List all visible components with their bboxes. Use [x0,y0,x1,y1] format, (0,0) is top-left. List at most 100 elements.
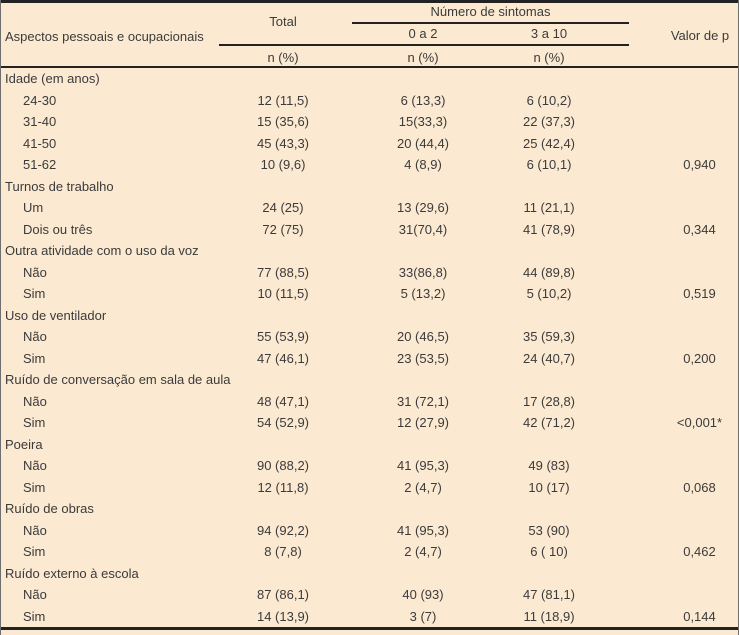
row-label: Não [23,522,47,538]
data-row: Não 94 (92,2) 41 (95,3) 53 (90) [1,520,738,542]
cell-p-value: 0,144 [683,608,716,624]
data-row: 31-40 15 (35,6) 15(33,3) 22 (37,3) [1,111,738,133]
cell-total: 15 (35,6) [256,114,310,130]
row-label: Um [23,200,44,216]
data-row: Não 77 (88,5) 33(86,8) 44 (89,8) [1,262,738,284]
column-header-p-value: Valor de p [670,28,730,43]
row-label: Não [23,393,47,409]
cell-3a10: 24 (40,7) [522,350,576,366]
row-label: Não [23,458,47,474]
cell-0a2: 23 (53,5) [396,350,450,366]
data-row: Não 87 (86,1) 40 (93) 47 (81,1) [1,584,738,606]
table-body: Idade (em anos) 24-30 12 (11,5) 6 (13,3) 6 (… [1,68,738,627]
cell-p-value: 0,068 [683,479,716,495]
data-row: Sim 14 (13,9) 3 (7) 11 (18,9) 0,144 [1,606,738,628]
cell-total: 8 (7,8) [264,544,302,560]
data-row: Sim 10 (11,5) 5 (13,2) 5 (10,2) 0,519 [1,283,738,305]
section-header-row: Outra atividade com o uso da voz [1,240,738,262]
cell-0a2: 5 (13,2) [400,286,446,302]
cell-3a10: 25 (42,4) [522,135,576,151]
cell-0a2: 6 (13,3) [400,92,446,108]
section-header-row: Ruído de obras [1,498,738,520]
cell-3a10: 35 (59,3) [522,329,576,345]
data-row: Não 48 (47,1) 31 (72,1) 17 (28,8) [1,391,738,413]
cell-3a10: 49 (83) [528,458,570,474]
cell-0a2: 20 (44,4) [396,135,450,151]
data-row: Não 55 (53,9) 20 (46,5) 35 (59,3) [1,326,738,348]
section-header-row: Turnos de trabalho [1,176,738,198]
row-label: Sim [23,608,46,624]
data-row: Sim 47 (46,1) 23 (53,5) 24 (40,7) 0,200 [1,348,738,370]
cell-0a2: 40 (93) [402,587,444,603]
section-header-row: Poeira [1,434,738,456]
column-header-0a2: 0 a 2 [408,26,438,41]
cell-total: 10 (11,5) [257,286,309,302]
row-label: Sim [23,415,46,431]
data-row: Um 24 (25) 13 (29,6) 11 (21,1) [1,197,738,219]
row-label: Sim [23,544,46,560]
cell-3a10: 41 (78,9) [522,221,576,237]
cell-0a2: 2 (4,7) [404,544,442,560]
cell-3a10: 11 (18,9) [523,608,575,624]
section-label: Turnos de trabalho [5,178,114,194]
cell-p-value: <0,001* [676,415,723,431]
cell-3a10: 17 (28,8) [522,393,576,409]
section-label: Poeira [5,436,43,452]
section-label: Ruído externo à escola [5,565,139,581]
cell-p-value: 0,344 [683,221,716,237]
n-pct-header-total: n (%) [267,50,299,65]
data-row: 51-62 10 (9,6) 4 (8,9) 6 (10,1) 0,940 [1,154,738,176]
row-label: 41-50 [23,135,57,151]
cell-total: 55 (53,9) [256,329,310,345]
row-label: 51-62 [23,157,57,173]
column-header-3a10: 3 a 10 [530,26,568,41]
cell-total: 47 (46,1) [256,350,310,366]
cell-3a10: 6 ( 10) [530,544,568,560]
cell-0a2: 4 (8,9) [404,157,442,173]
n-pct-header-3a10: n (%) [533,50,565,65]
cell-3a10: 10 (17) [528,479,570,495]
cell-total: 72 (75) [262,221,304,237]
cell-3a10: 42 (71,2) [522,415,576,431]
cell-total: 12 (11,8) [257,479,309,495]
row-label: Sim [23,350,46,366]
cell-0a2: 2 (4,7) [404,479,442,495]
section-label: Uso de ventilador [5,307,107,323]
cell-total: 24 (25) [262,200,304,216]
section-header-row: Ruído externo à escola [1,563,738,585]
cell-0a2: 31(70,4) [398,221,448,237]
cell-0a2: 15(33,3) [398,114,448,130]
row-label: 31-40 [23,114,57,130]
cell-p-value: 0,940 [683,157,716,173]
section-label: Ruído de obras [5,501,94,517]
cell-p-value: 0,519 [683,286,716,302]
section-label: Ruído de conversação em sala de aula [5,372,231,388]
section-header-row: Ruído de conversação em sala de aula [1,369,738,391]
cell-3a10: 44 (89,8) [522,264,576,280]
cell-3a10: 5 (10,2) [526,286,572,302]
section-header-row: Idade (em anos) [1,68,738,90]
data-row: Sim 12 (11,8) 2 (4,7) 10 (17) 0,068 [1,477,738,499]
row-label: Não [23,264,47,280]
cell-3a10: 22 (37,3) [522,114,576,130]
cell-total: 48 (47,1) [256,393,310,409]
data-row: 41-50 45 (43,3) 20 (44,4) 25 (42,4) [1,133,738,155]
data-row: 24-30 12 (11,5) 6 (13,3) 6 (10,2) [1,90,738,112]
cell-total: 77 (88,5) [256,264,310,280]
cell-0a2: 41 (95,3) [396,458,450,474]
row-label: Não [23,587,47,603]
cell-total: 12 (11,5) [257,92,309,108]
cell-0a2: 12 (27,9) [396,415,450,431]
row-label: 24-30 [23,92,57,108]
row-label: Não [23,329,47,345]
cell-0a2: 13 (29,6) [396,200,450,216]
cell-3a10: 11 (21,1) [523,200,575,216]
table-bottom-rule [1,627,738,630]
cell-p-value: 0,462 [683,544,716,560]
cell-0a2: 20 (46,5) [396,329,450,345]
cell-total: 90 (88,2) [256,458,310,474]
cell-3a10: 6 (10,1) [526,157,572,173]
cell-0a2: 33(86,8) [398,264,448,280]
row-label: Sim [23,286,46,302]
header-bottom-rule [1,66,738,68]
